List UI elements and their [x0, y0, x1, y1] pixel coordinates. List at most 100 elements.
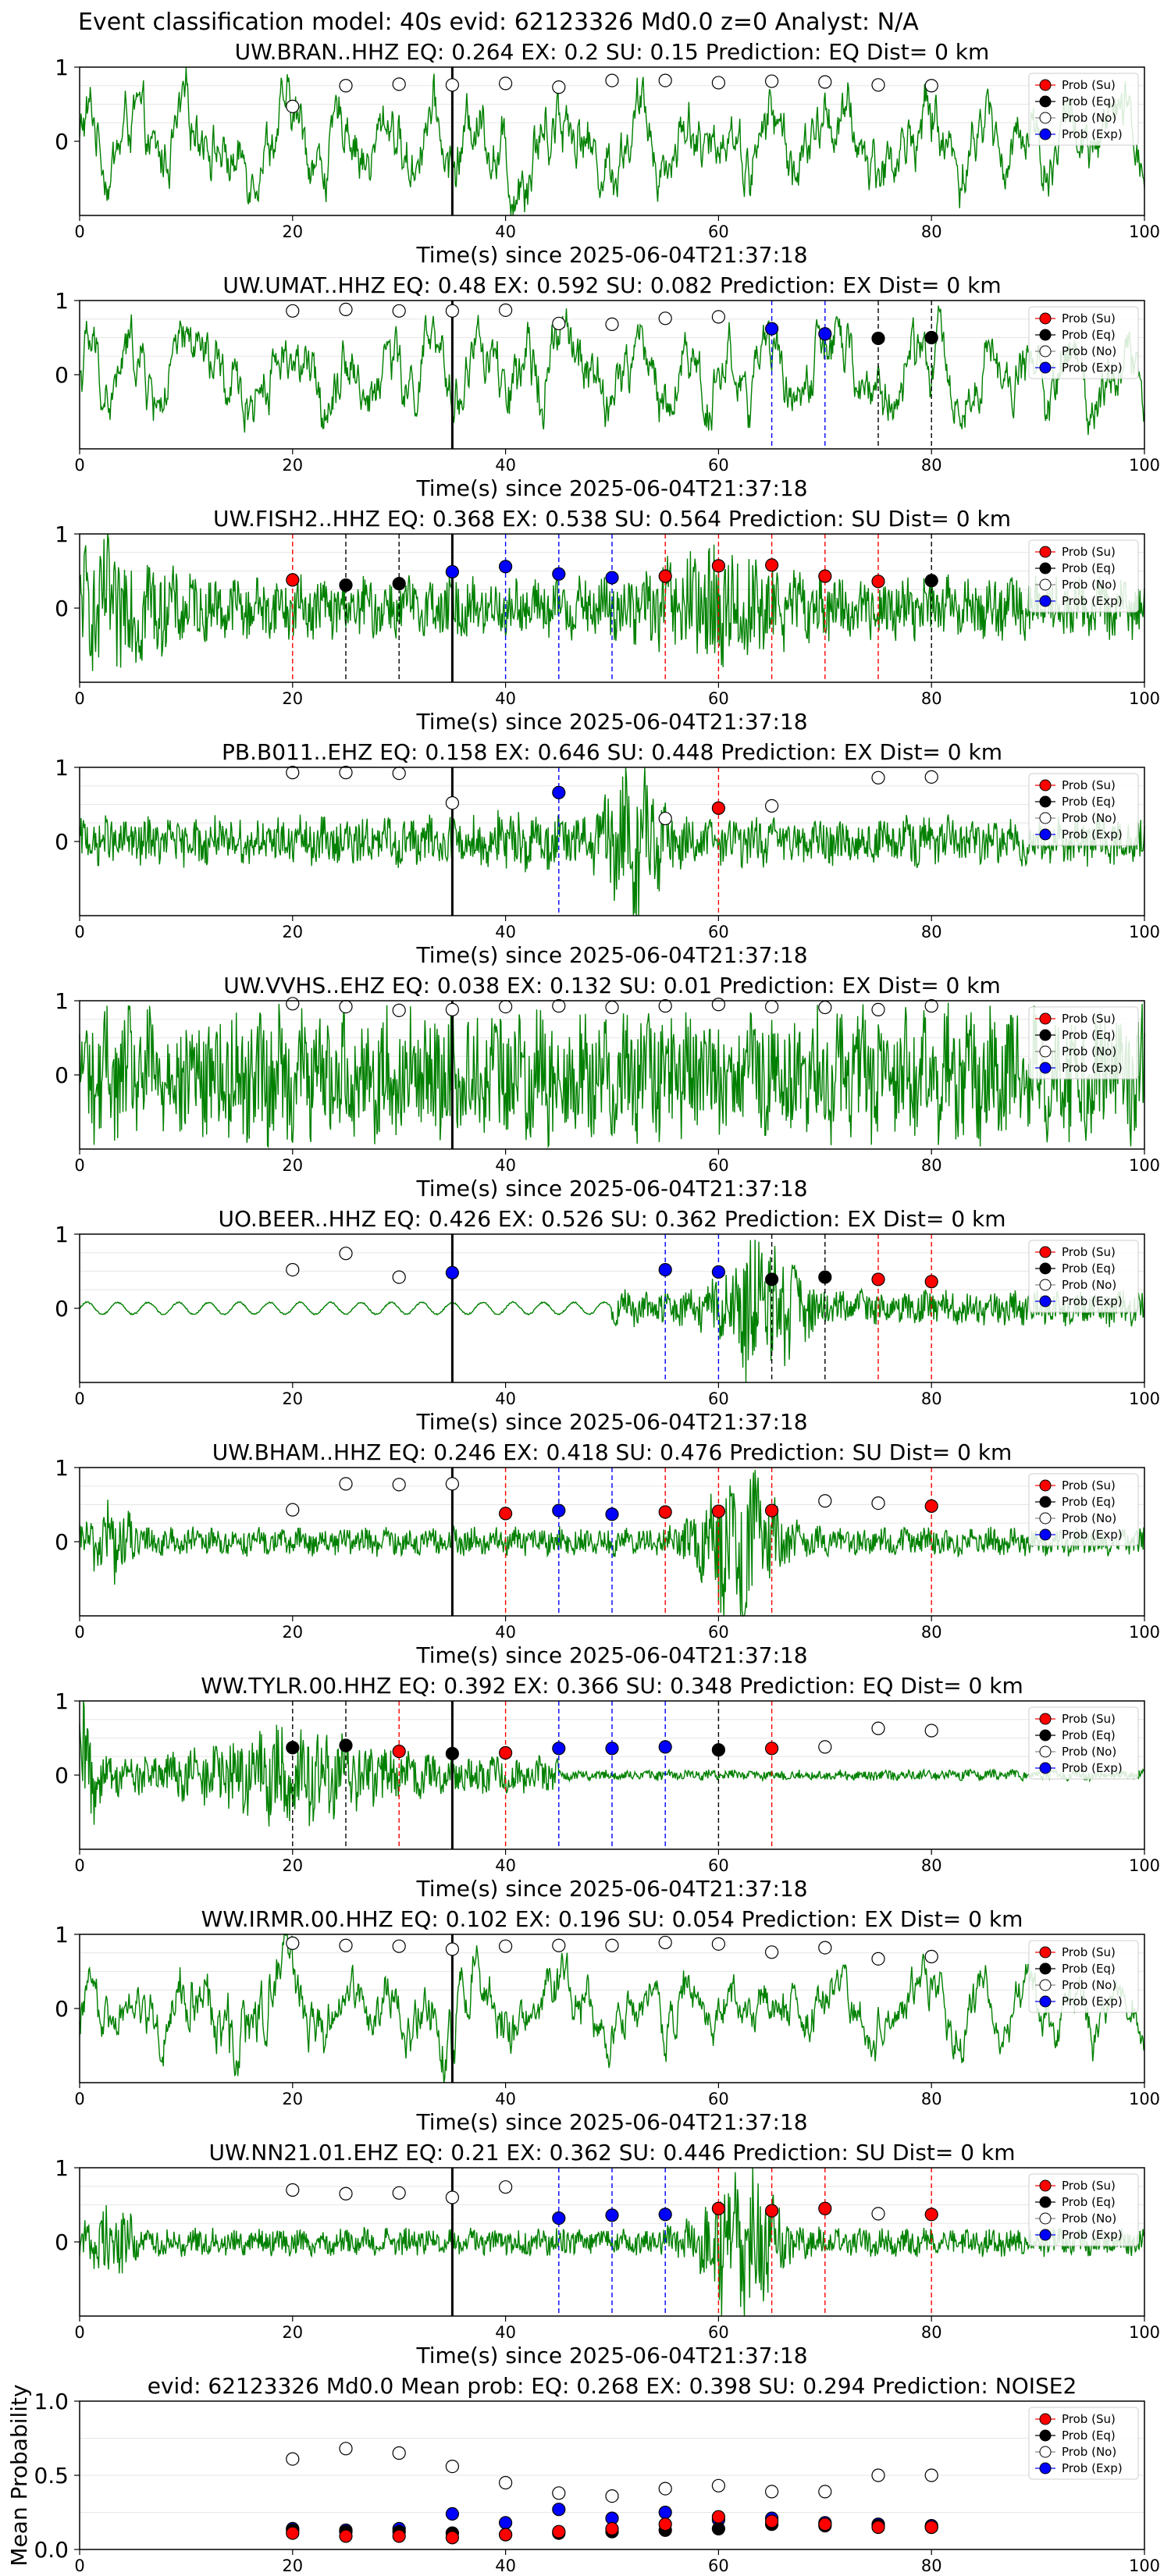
legend-label: Prob (No): [1062, 1278, 1116, 1292]
station-panel: UW.NN21.01.EHZ EQ: 0.21 EX: 0.362 SU: 0.…: [55, 2140, 1160, 2368]
prob-marker-no: [818, 1000, 832, 1015]
x-tick-label: 80: [921, 923, 942, 941]
prob-marker-no: [498, 2180, 513, 2194]
waveform-line: [79, 1934, 1145, 2083]
prob-marker-no: [286, 99, 300, 113]
prob-marker-no: [392, 2186, 406, 2200]
y-tick-label: 1.0: [34, 2389, 69, 2414]
prob-marker-no: [286, 997, 300, 1011]
y-tick-label: 0: [55, 829, 69, 855]
y-tick-label: 1: [55, 988, 69, 1014]
prob-marker-su: [818, 2201, 832, 2215]
legend-label: Prob (No): [1062, 2211, 1116, 2226]
x-tick-label: 100: [1129, 2090, 1160, 2108]
prob-marker-no: [445, 1002, 460, 1017]
prob-marker-su: [498, 1507, 513, 1521]
prob-marker-no: [658, 811, 672, 826]
legend-swatch-marker: [1039, 112, 1052, 124]
legend-label: Prob (Su): [1062, 311, 1116, 326]
prob-marker-no: [924, 79, 938, 93]
x-tick-label: 100: [1129, 1623, 1160, 1642]
prob-marker-exp: [552, 2211, 566, 2226]
y-tick-label: 0: [55, 362, 69, 388]
prob-marker-su: [764, 558, 779, 572]
prob-marker-su: [658, 569, 672, 583]
x-tick-label: 80: [921, 689, 942, 708]
panel-title: UO.BEER..HHZ EQ: 0.426 EX: 0.526 SU: 0.3…: [218, 1206, 1005, 1232]
prob-marker-no: [339, 1477, 353, 1491]
x-tick-label: 0: [74, 923, 84, 941]
prob-marker-no: [445, 1477, 460, 1491]
station-panel: UO.BEER..HHZ EQ: 0.426 EX: 0.526 SU: 0.3…: [55, 1206, 1160, 1435]
x-axis-label: Time(s) since 2025-06-04T21:37:18: [415, 475, 807, 501]
legend-swatch-marker: [1039, 1979, 1052, 1991]
prob-marker-no: [339, 302, 353, 316]
mean-marker-no: [764, 2485, 779, 2499]
waveform-line: [79, 2167, 1145, 2317]
mean-marker-no: [871, 2468, 885, 2482]
legend: Prob (Su) Prob (Eq) Prob (No) Prob (Exp): [1028, 1240, 1139, 1313]
legend-label: Prob (Su): [1062, 78, 1116, 92]
legend-label: Prob (Su): [1062, 1712, 1116, 1726]
prob-marker-su: [871, 1272, 885, 1286]
legend-label: Prob (Exp): [1062, 2228, 1123, 2242]
prob-marker-exp: [764, 322, 779, 336]
legend-label: Prob (Su): [1062, 2412, 1116, 2426]
x-axis-label: Time(s) since 2025-06-04T21:37:18: [415, 709, 807, 735]
y-tick-label: 0.5: [34, 2463, 69, 2489]
prob-marker-no: [818, 1740, 832, 1754]
station-panel: UW.UMAT..HHZ EQ: 0.48 EX: 0.592 SU: 0.08…: [55, 272, 1160, 501]
prob-marker-su: [871, 575, 885, 589]
prob-marker-no: [605, 317, 619, 331]
legend: Prob (Su) Prob (Eq) Prob (No) Prob (Exp): [1028, 1006, 1139, 1080]
plot-area: [80, 767, 1144, 916]
x-tick-label: 40: [495, 2556, 516, 2575]
x-axis-label: Time(s) since 2025-06-04T21:37:18: [415, 1876, 807, 1902]
y-tick-label: 1: [55, 288, 69, 314]
panel-title: evid: 62123326 Md0.0 Mean prob: EQ: 0.26…: [148, 2373, 1077, 2399]
waveform-line: [79, 1240, 1145, 1383]
x-tick-label: 20: [282, 2323, 303, 2342]
x-tick-label: 0: [74, 1156, 84, 1175]
prob-marker-no: [339, 2186, 353, 2201]
mean-marker-su: [711, 2510, 726, 2524]
prob-marker-no: [552, 316, 566, 331]
prob-marker-no: [498, 1939, 513, 1953]
x-tick-label: 100: [1129, 1156, 1160, 1175]
x-tick-label: 0: [74, 1389, 84, 1408]
x-tick-label: 40: [495, 2090, 516, 2108]
legend-box: [1028, 539, 1139, 613]
mean-marker-no: [711, 2478, 726, 2492]
prob-marker-no: [445, 78, 460, 92]
legend-swatch-marker: [1039, 1246, 1052, 1258]
legend-swatch-marker: [1039, 2446, 1052, 2458]
legend-label: Prob (Exp): [1062, 594, 1123, 608]
legend-label: Prob (No): [1062, 2445, 1116, 2459]
x-tick-label: 60: [708, 923, 729, 941]
x-axis-label: Time(s) since 2025-06-04T21:37:18: [415, 942, 807, 968]
prob-marker-su: [924, 1275, 938, 1289]
legend-swatch-marker: [1039, 1496, 1052, 1508]
prob-marker-no: [658, 311, 672, 326]
prob-marker-exp: [552, 1742, 566, 1756]
x-tick-label: 20: [282, 222, 303, 241]
x-tick-label: 0: [74, 2323, 84, 2342]
legend: Prob (Su) Prob (Eq) Prob (No) Prob (Exp): [1028, 306, 1139, 379]
legend-swatch-marker: [1039, 1995, 1052, 2008]
legend-swatch-marker: [1039, 812, 1052, 824]
prob-marker-su: [498, 1745, 513, 1760]
prob-marker-no: [924, 770, 938, 784]
prob-marker-no: [764, 74, 779, 88]
legend-swatch-marker: [1039, 2413, 1052, 2425]
mean-marker-su: [871, 2520, 885, 2535]
prob-marker-no: [392, 766, 406, 781]
legend-label: Prob (Exp): [1062, 1994, 1123, 2008]
x-tick-label: 20: [282, 456, 303, 475]
legend: Prob (Su) Prob (Eq) Prob (No) Prob (Exp): [1028, 1473, 1139, 1546]
prob-marker-exp: [711, 1265, 726, 1279]
legend-swatch-marker: [1039, 361, 1052, 374]
x-tick-label: 80: [921, 2090, 942, 2108]
y-tick-label: 1: [55, 2155, 69, 2181]
x-tick-label: 80: [921, 1623, 942, 1642]
legend-label: Prob (Eq): [1062, 2428, 1116, 2443]
